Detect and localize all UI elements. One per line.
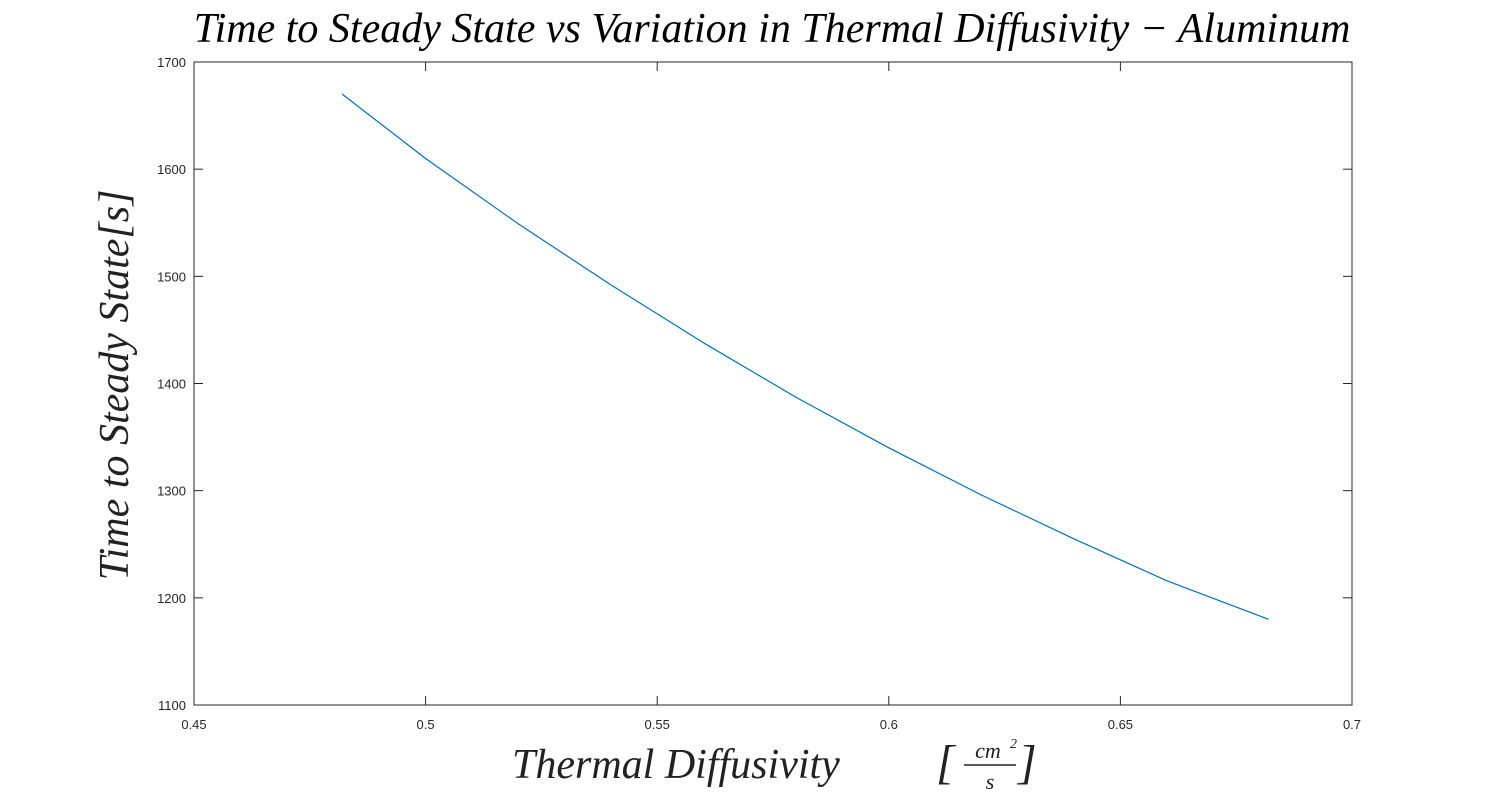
x-tick-label: 0.45 <box>181 717 206 732</box>
chart-title: Time to Steady State vs Variation in The… <box>194 6 1351 52</box>
y-tick-label: 1500 <box>157 269 186 284</box>
x-unit-numerator: cm <box>975 738 1001 763</box>
x-axis-ticks: 0.45 0.5 0.55 0.6 0.65 0.7 <box>181 62 1361 732</box>
x-tick-label: 0.5 <box>417 717 435 732</box>
y-tick-label: 1400 <box>157 377 186 392</box>
x-unit-left-bracket: [ <box>936 736 957 789</box>
y-tick-label: 1100 <box>158 698 186 713</box>
x-tick-label: 0.55 <box>645 717 670 732</box>
x-tick-label: 0.6 <box>880 717 898 732</box>
x-tick-label: 0.65 <box>1108 717 1133 732</box>
y-axis-label: Time to Steady State[s] <box>92 190 138 581</box>
series-line <box>341 93 1269 620</box>
y-tick-label: 1300 <box>157 484 186 499</box>
series-layer <box>341 93 1269 620</box>
x-axis-label: Thermal Diffusivity <box>512 742 840 788</box>
y-tick-label: 1200 <box>157 591 186 606</box>
x-unit-denominator: s <box>986 769 995 793</box>
x-unit-right-bracket: ] <box>1016 736 1037 789</box>
y-axis-ticks: 1100 1200 1300 1400 1500 1600 1700 <box>157 55 1352 713</box>
x-unit-exponent: 2 <box>1010 737 1017 752</box>
y-tick-label: 1600 <box>157 162 186 177</box>
x-tick-label: 0.7 <box>1343 717 1361 732</box>
y-tick-label: 1700 <box>157 55 186 70</box>
x-axis-label-group: Thermal Diffusivity [ cm 2 s ] <box>512 736 1037 793</box>
